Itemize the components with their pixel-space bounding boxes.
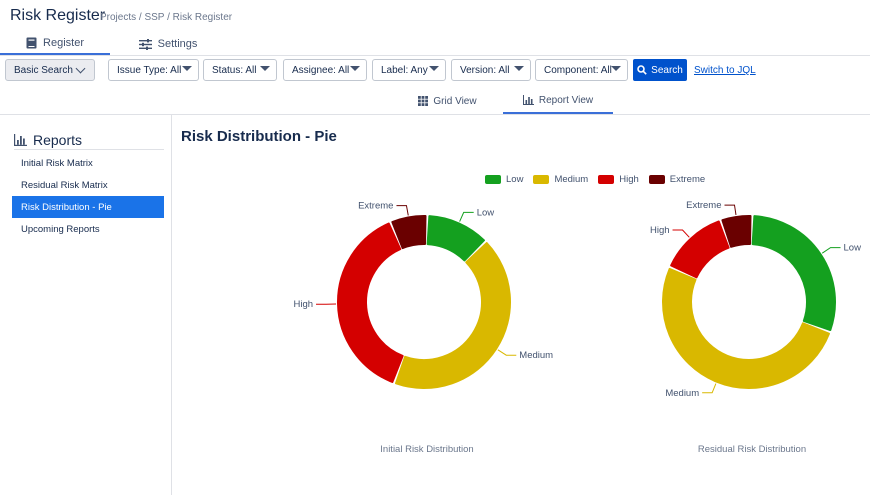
legend-swatch bbox=[533, 174, 550, 184]
filter-version[interactable]: Version: All bbox=[451, 59, 531, 81]
residual-risk-donut-chart: Low Medium High Extreme bbox=[650, 200, 862, 399]
filter-status[interactable]: Status: All bbox=[203, 59, 277, 81]
slice-medium[interactable] bbox=[394, 242, 511, 389]
basic-search-dropdown[interactable]: Basic Search bbox=[5, 59, 95, 81]
leader-line bbox=[724, 204, 737, 216]
legend-label: Extreme bbox=[669, 173, 706, 185]
leader-line bbox=[821, 247, 841, 254]
slice-medium[interactable] bbox=[662, 267, 830, 389]
initial-risk-donut-chart: Low Medium High Extreme bbox=[293, 201, 553, 389]
chevron-down-icon bbox=[75, 63, 86, 74]
app-header: Risk Register Projects / SSP / Risk Regi… bbox=[0, 0, 870, 56]
slice-label-medium: Medium bbox=[665, 388, 699, 399]
slice-label-extreme: Extreme bbox=[358, 201, 393, 212]
leader-line bbox=[702, 383, 717, 394]
page-title: Risk Register bbox=[10, 7, 106, 24]
filter-label: Label: Any bbox=[381, 64, 428, 76]
slice-label-high: High bbox=[650, 225, 670, 236]
slice-label-extreme: Extreme bbox=[686, 200, 721, 211]
basic-search-label: Basic Search bbox=[14, 64, 73, 76]
legend-label: High bbox=[619, 173, 639, 185]
legend-item-medium[interactable]: Medium bbox=[533, 174, 588, 185]
tab-register-label: Register bbox=[43, 37, 84, 49]
report-title: Risk Distribution - Pie bbox=[181, 128, 337, 145]
breadcrumb[interactable]: Projects / SSP / Risk Register bbox=[100, 12, 233, 23]
sidebar-item-upcoming-reports[interactable]: Upcoming Reports bbox=[21, 223, 100, 235]
legend-label: Low bbox=[506, 173, 524, 185]
slice-low[interactable] bbox=[751, 215, 836, 332]
slice-high[interactable] bbox=[337, 222, 404, 383]
tab-grid-view[interactable]: Grid View bbox=[400, 88, 495, 114]
divider bbox=[0, 114, 870, 115]
book-icon bbox=[26, 37, 37, 49]
legend-swatch bbox=[648, 174, 665, 184]
tab-grid-view-label: Grid View bbox=[433, 95, 477, 107]
legend-label: Medium bbox=[554, 173, 589, 185]
filter-label: Version: All bbox=[460, 64, 510, 76]
slice-label-high: High bbox=[293, 299, 313, 310]
leader-line bbox=[672, 229, 690, 238]
filter-label: Assignee: All bbox=[292, 64, 350, 76]
chart-legend: Low Medium High Extreme bbox=[485, 172, 715, 186]
switch-to-jql-link[interactable]: Switch to JQL bbox=[694, 65, 756, 76]
slice-label-low: Low bbox=[844, 243, 862, 254]
search-icon bbox=[637, 65, 647, 75]
filter-toolbar: Basic Search Issue Type: All Status: All… bbox=[0, 58, 870, 86]
filter-assignee[interactable]: Assignee: All bbox=[283, 59, 367, 81]
bar-chart-icon bbox=[14, 133, 27, 146]
search-button-label: Search bbox=[651, 64, 683, 76]
leader-line bbox=[396, 205, 409, 216]
caret-down-icon bbox=[429, 66, 439, 71]
legend-item-low[interactable]: Low bbox=[485, 174, 523, 185]
caret-down-icon bbox=[182, 66, 192, 71]
legend-item-extreme[interactable]: Extreme bbox=[648, 173, 706, 185]
slice-extreme[interactable] bbox=[721, 215, 752, 248]
legend-swatch bbox=[485, 174, 501, 184]
reports-heading: Reports bbox=[14, 130, 164, 150]
legend-swatch bbox=[598, 174, 615, 184]
slice-label-low: Low bbox=[477, 207, 495, 218]
sidebar-item-risk-distribution-pie[interactable]: Risk Distribution - Pie bbox=[12, 196, 164, 218]
caret-down-icon bbox=[260, 66, 270, 71]
caret-down-icon bbox=[611, 66, 621, 71]
reports-sidebar: Reports Initial Risk Matrix Residual Ris… bbox=[0, 115, 172, 495]
grid-icon bbox=[418, 96, 429, 106]
filter-label: Status: All bbox=[212, 64, 257, 76]
slice-low[interactable] bbox=[426, 215, 485, 262]
leader-line bbox=[459, 211, 474, 222]
slice-high[interactable] bbox=[670, 220, 730, 279]
tab-settings-label: Settings bbox=[157, 38, 198, 50]
tab-register[interactable]: Register bbox=[0, 33, 110, 55]
caret-down-icon bbox=[350, 66, 360, 71]
slice-extreme[interactable] bbox=[391, 215, 427, 250]
sidebar-item-initial-risk-matrix[interactable]: Initial Risk Matrix bbox=[21, 157, 93, 169]
sidebar-item-residual-risk-matrix[interactable]: Residual Risk Matrix bbox=[21, 179, 108, 191]
residual-chart-title: Residual Risk Distribution bbox=[697, 444, 807, 455]
bar-chart-icon bbox=[522, 95, 534, 105]
legend-item-high[interactable]: High bbox=[598, 174, 639, 185]
tab-settings[interactable]: Settings bbox=[128, 33, 208, 55]
initial-chart-title: Initial Risk Distribution bbox=[380, 444, 474, 455]
filter-label[interactable]: Label: Any bbox=[372, 59, 446, 81]
slice-label-medium: Medium bbox=[519, 350, 553, 361]
filter-label: Component: All bbox=[544, 64, 612, 76]
tab-report-view[interactable]: Report View bbox=[503, 88, 613, 114]
search-button[interactable]: Search bbox=[633, 59, 687, 81]
sliders-icon bbox=[138, 38, 152, 50]
tab-report-view-label: Report View bbox=[538, 94, 594, 106]
filter-component[interactable]: Component: All bbox=[535, 59, 628, 81]
reports-heading-label: Reports bbox=[33, 131, 83, 148]
caret-down-icon bbox=[514, 66, 524, 71]
filter-label: Issue Type: All bbox=[117, 64, 182, 76]
leader-line bbox=[497, 349, 517, 356]
filter-issue-type[interactable]: Issue Type: All bbox=[108, 59, 199, 81]
